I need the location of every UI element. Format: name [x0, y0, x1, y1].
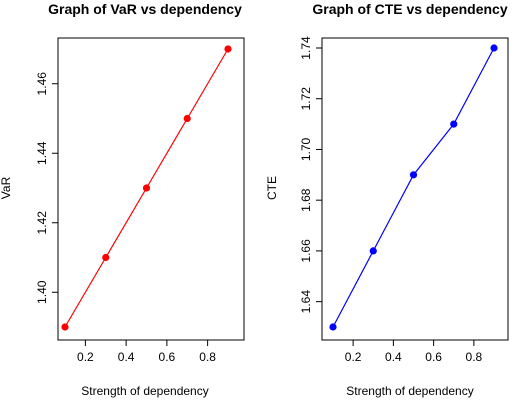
y-tick-label: 1.44 [35, 141, 49, 165]
data-point [329, 323, 337, 331]
y-tick-label: 1.64 [299, 290, 313, 314]
y-axis-label: VaR [0, 176, 13, 199]
y-tick-label: 1.42 [35, 211, 49, 235]
x-tick-label: 0.4 [118, 350, 135, 364]
chart-title: Graph of CTE vs dependency [312, 1, 507, 17]
x-tick-label: 0.8 [199, 350, 216, 364]
data-point [409, 171, 418, 179]
data-point [224, 45, 232, 53]
y-tick-label: 1.66 [299, 239, 313, 263]
plot-frame [321, 37, 509, 341]
data-point [102, 253, 110, 262]
x-tick-label: 0.4 [385, 350, 402, 364]
data-point [490, 44, 498, 52]
y-tick-label: 1.72 [299, 87, 313, 111]
x-tick-label: 0.2 [77, 350, 94, 364]
data-point [450, 120, 458, 128]
y-tick-label: 1.40 [35, 280, 49, 304]
data-point [369, 247, 377, 255]
plot-frame [57, 37, 245, 341]
data-point [183, 114, 191, 123]
y-tick-label: 1.46 [35, 72, 49, 96]
data-point [142, 184, 151, 192]
y-tick-label: 1.70 [299, 137, 313, 161]
chart-title: Graph of VaR vs dependency [48, 1, 242, 17]
y-axis-label: CTE [265, 176, 279, 200]
x-tick-label: 0.6 [425, 350, 442, 364]
chart-panel-1: Graph of VaR vs dependency 0.2 0.4 0.6 0.8 1.… [0, 1, 245, 398]
x-axis-label: Strength of dependency [81, 384, 208, 398]
series-line [332, 47, 495, 328]
x-tick-label: 0.8 [466, 350, 483, 364]
chart-panel-2: Graph of CTE vs dependency 0.2 0.4 0.6 0.8 1.… [265, 1, 509, 398]
y-tick-label: 1.68 [299, 188, 313, 212]
x-tick-label: 0.6 [159, 350, 176, 364]
data-point [61, 323, 69, 331]
x-tick-label: 0.2 [345, 350, 362, 364]
x-axis-label: Strength of dependency [346, 384, 473, 398]
y-tick-label: 1.74 [299, 36, 313, 60]
